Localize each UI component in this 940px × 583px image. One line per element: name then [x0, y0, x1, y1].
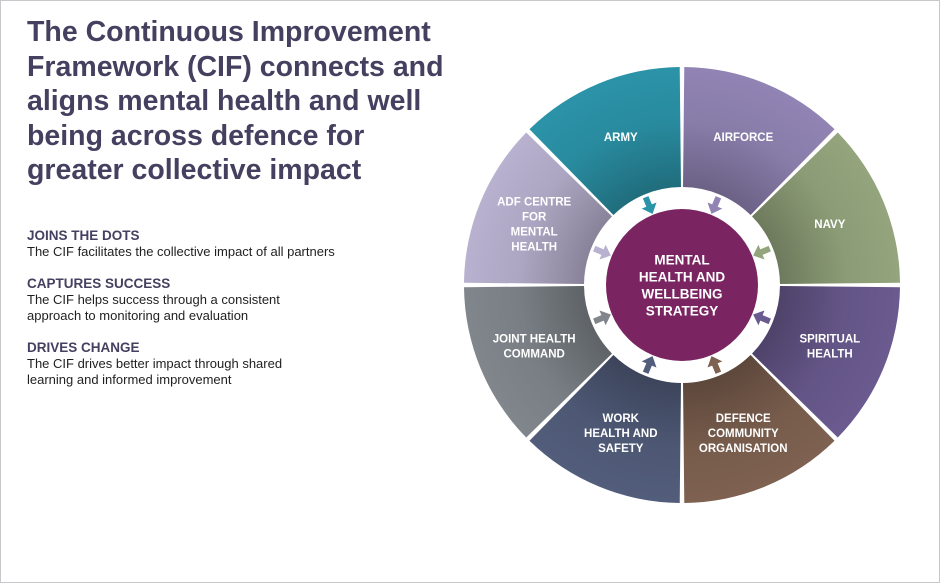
arrow-shape	[707, 356, 723, 374]
center-label-line: HEALTH AND	[639, 270, 725, 285]
segment-spiritual-health: SPIRITUAL HEALTH	[752, 286, 900, 438]
segment-work-health-and-safety: WORK HEALTH AND SAFETY	[529, 355, 681, 503]
segment-label-line: JOINT HEALTH	[493, 334, 576, 346]
arrow-shape	[593, 310, 611, 326]
segment-label-line: ADF CENTRE	[497, 196, 571, 208]
center-label-line: WELLBEING	[642, 287, 723, 302]
segment-spiritual-health-shade	[752, 286, 900, 438]
arrow-shape	[641, 196, 657, 214]
segment-defence-community-organisation-shade	[683, 355, 835, 503]
arrow-shape	[641, 356, 657, 374]
point-text: The CIF facilitates the collective impac…	[27, 244, 335, 259]
arrow-icon	[753, 244, 771, 260]
arrow-icon	[641, 356, 657, 374]
segment-label-line: MENTAL	[511, 226, 558, 238]
segment-label-line: COMMAND	[504, 349, 565, 361]
point-text: The CIF helps success through a consiste…	[27, 292, 280, 323]
point-captures-success: CAPTURES SUCCESS The CIF helps success t…	[27, 275, 427, 324]
point-text: The CIF drives better impact through sha…	[27, 356, 283, 387]
arrow-icon	[593, 310, 611, 326]
segment-label-line: SPIRITUAL	[799, 334, 860, 346]
segment-navy-shade	[752, 132, 900, 284]
segment-joint-health-command: JOINT HEALTH COMMAND	[464, 286, 612, 438]
arrow-shape	[707, 196, 723, 214]
segment-airforce-label: AIRFORCE	[713, 132, 773, 144]
segment-work-health-and-safety-label: WORK HEALTH AND SAFETY	[584, 413, 657, 455]
segment-label-line: HEALTH	[511, 241, 557, 253]
segment-defence-community-organisation: DEFENCE COMMUNITY ORGANISATION	[683, 355, 835, 503]
arrow-icon	[641, 196, 657, 214]
segment-label-line: WORK	[603, 413, 640, 425]
center-label-line: MENTAL	[654, 253, 709, 268]
segment-label-line: ORGANISATION	[699, 443, 788, 455]
segment-airforce: AIRFORCE	[683, 67, 835, 215]
segment-adf-centre-for-mental-health-shade	[464, 132, 612, 284]
center-label-line: STRATEGY	[646, 304, 719, 319]
point-heading: DRIVES CHANGE	[27, 340, 140, 355]
segment-defence-community-organisation-label: DEFENCE COMMUNITY ORGANISATION	[699, 413, 788, 455]
segment-label-line: FOR	[522, 211, 547, 223]
arrow-shape	[753, 310, 771, 326]
arrow-icon	[753, 310, 771, 326]
segment-label-line: ARMY	[604, 132, 638, 144]
segment-adf-centre-for-mental-health-label: ADF CENTRE FOR MENTAL HEALTH	[497, 196, 571, 253]
segment-navy-label: NAVY	[814, 219, 845, 231]
segment-army-shade	[529, 67, 681, 215]
arrow-icon	[707, 196, 723, 214]
center-label: MENTAL HEALTH AND WELLBEING STRATEGY	[639, 253, 725, 319]
center-circle	[606, 209, 758, 361]
point-drives-change: DRIVES CHANGE The CIF drives better impa…	[27, 339, 427, 388]
point-joins-the-dots: JOINS THE DOTS The CIF facilitates the c…	[27, 227, 427, 260]
key-points: JOINS THE DOTS The CIF facilitates the c…	[27, 227, 427, 403]
segment-spiritual-health-label: SPIRITUAL HEALTH	[799, 334, 860, 361]
segment-joint-health-command-shade	[464, 286, 612, 438]
arrow-icon	[593, 244, 611, 260]
segment-label-line: AIRFORCE	[713, 132, 773, 144]
segment-label-line: DEFENCE	[716, 413, 771, 425]
segment-label-line: HEALTH AND	[584, 428, 657, 440]
segment-work-health-and-safety-shade	[529, 355, 681, 503]
segment-airforce-shade	[683, 67, 835, 215]
segment-label-line: NAVY	[814, 219, 845, 231]
segment-army: ARMY	[529, 67, 681, 215]
arrow-icon	[707, 356, 723, 374]
arrow-shape	[593, 244, 611, 260]
segment-joint-health-command-label: JOINT HEALTH COMMAND	[493, 334, 576, 361]
segment-adf-centre-for-mental-health: ADF CENTRE FOR MENTAL HEALTH	[464, 132, 612, 284]
arrow-shape	[753, 244, 771, 260]
segment-army-label: ARMY	[604, 132, 638, 144]
segment-label-line: HEALTH	[807, 349, 853, 361]
point-heading: CAPTURES SUCCESS	[27, 276, 171, 291]
segment-label-line: COMMUNITY	[708, 428, 779, 440]
headline: The Continuous Improvement Framework (CI…	[27, 16, 444, 187]
point-heading: JOINS THE DOTS	[27, 228, 140, 243]
segment-label-line: SAFETY	[598, 443, 644, 455]
segment-navy: NAVY	[752, 132, 900, 284]
